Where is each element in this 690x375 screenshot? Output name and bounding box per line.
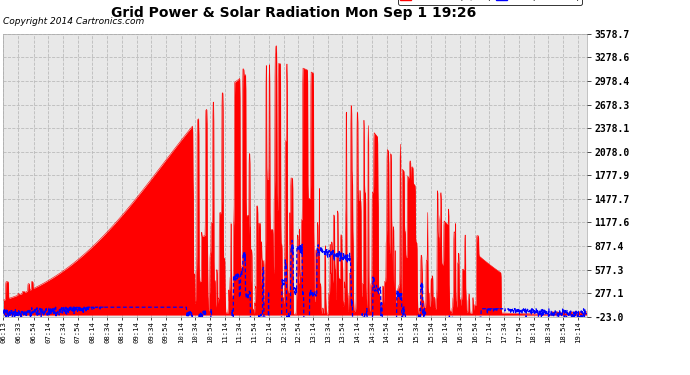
Text: Grid Power & Solar Radiation Mon Sep 1 19:26: Grid Power & Solar Radiation Mon Sep 1 1… [110,6,476,20]
Text: Copyright 2014 Cartronics.com: Copyright 2014 Cartronics.com [3,17,145,26]
Legend: Radiation (w/m2), Grid (AC Watts): Radiation (w/m2), Grid (AC Watts) [397,0,582,4]
